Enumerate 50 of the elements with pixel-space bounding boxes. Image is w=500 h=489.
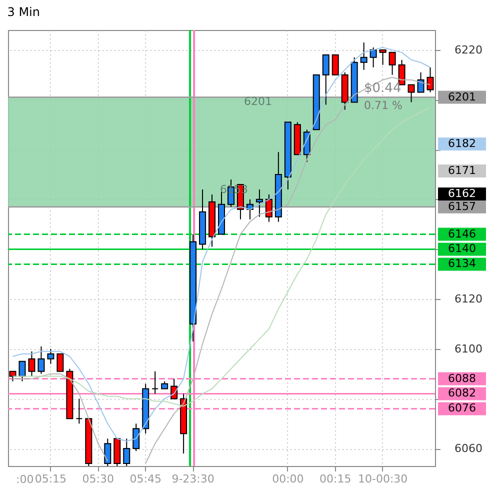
candlestick [132, 423, 140, 452]
candlestick [38, 346, 45, 374]
candlestick [123, 438, 130, 466]
candlestick [104, 438, 112, 466]
text: 6182 [448, 137, 476, 150]
candlestick [9, 370, 16, 382]
text: 6171 [448, 164, 476, 177]
candlestick [47, 348, 54, 364]
candlestick [379, 49, 386, 66]
ref-line-label: 6088 [448, 372, 476, 385]
text: :00 [16, 473, 34, 486]
y-tick-label: 6100 [454, 342, 482, 356]
chart-title: 3 Min [7, 5, 40, 19]
candlestick [360, 42, 368, 70]
y-tick-label: 6060 [454, 442, 482, 456]
x-tick-label: 00:00 [272, 472, 304, 486]
candlestick [370, 46, 377, 68]
ref-line-label: 6146 [448, 227, 476, 240]
candlestick [408, 84, 415, 103]
candlestick [417, 72, 424, 93]
candlestick [322, 54, 330, 106]
annotation: 6153 [220, 183, 248, 196]
annotation: $0.44 [364, 81, 402, 96]
annotation: 0.71 % [364, 99, 402, 112]
ref-line-label: 6134 [448, 257, 476, 270]
ref-line-label: 6076 [448, 402, 476, 415]
candlestick [76, 398, 83, 424]
y-tick-label: 6220 [454, 43, 482, 56]
x-tick-label: 05:45 [130, 472, 162, 486]
ref-line-label: 6082 [448, 386, 476, 400]
candlestick [388, 52, 396, 76]
x-tick-label: 00:15 [320, 472, 352, 486]
text: 6162 [448, 187, 476, 200]
candlestick [256, 188, 263, 218]
candlestick [56, 353, 64, 372]
ref-line-label: 6201 [448, 90, 476, 104]
ref-line-label: 6157 [448, 200, 476, 213]
candlestick [152, 370, 159, 394]
x-tick-label: 10-00:30 [358, 472, 408, 486]
candlestick [426, 66, 434, 93]
x-tick-label: 9-23:30 [172, 472, 214, 486]
annotation: 6201 [244, 95, 272, 108]
candlestick [28, 350, 36, 377]
candlestick [332, 54, 339, 76]
y-tick-label: 6120 [454, 292, 482, 306]
candlestick [265, 194, 272, 222]
x-tick-label: 05:15 [34, 472, 67, 486]
x-tick-label: 05:30 [82, 472, 114, 486]
ref-line-label: 6140 [448, 242, 476, 256]
candlestick [18, 360, 26, 382]
